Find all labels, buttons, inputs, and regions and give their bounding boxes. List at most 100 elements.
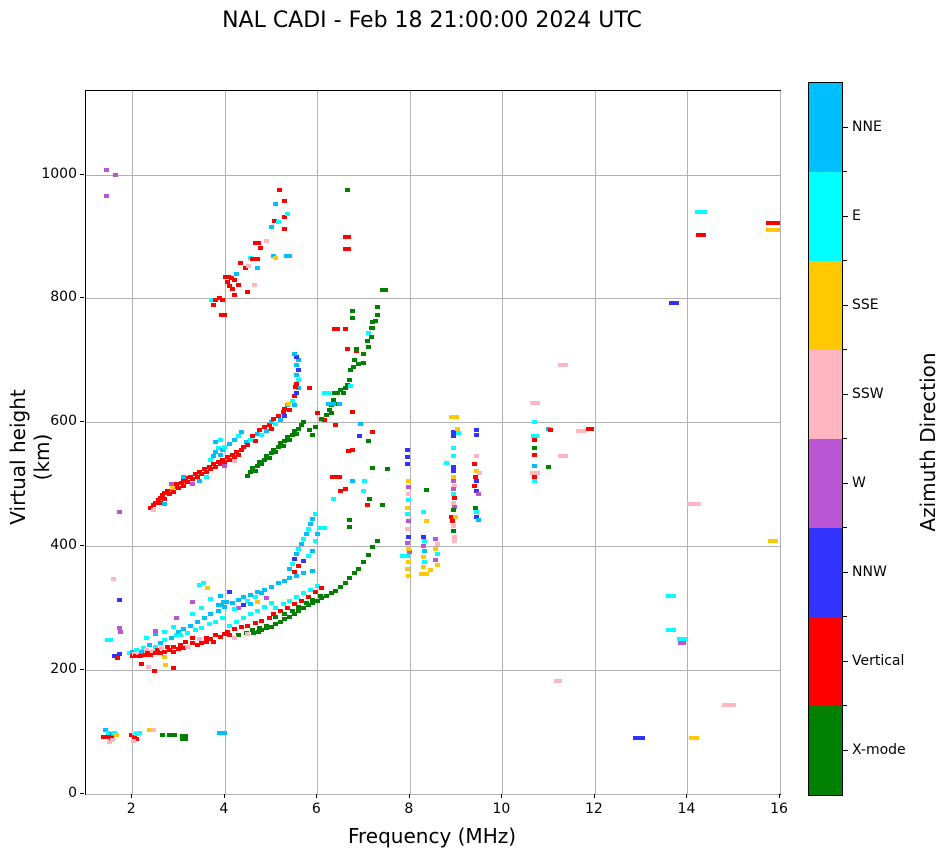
x-tick <box>686 794 688 798</box>
data-point <box>451 433 457 438</box>
x-gridline <box>317 91 319 794</box>
data-point <box>451 508 457 513</box>
data-point <box>474 479 480 484</box>
data-point <box>349 308 355 313</box>
data-point <box>342 246 351 251</box>
data-point <box>324 412 330 417</box>
y-tick-label: 1000 <box>41 165 77 182</box>
data-point <box>548 427 554 432</box>
y-tick-label: 400 <box>50 537 77 554</box>
data-point <box>451 479 457 484</box>
data-point <box>350 410 356 415</box>
data-point <box>188 623 194 628</box>
data-point <box>192 628 198 633</box>
data-point <box>305 526 311 531</box>
colorbar-tick-label: NNE <box>852 118 882 135</box>
data-point <box>185 644 191 649</box>
data-point <box>213 464 219 469</box>
data-point <box>314 411 320 416</box>
data-point <box>405 541 411 546</box>
data-point <box>220 599 229 604</box>
data-point <box>185 479 191 484</box>
data-point <box>114 732 120 737</box>
data-point <box>405 505 411 510</box>
data-point <box>333 588 339 593</box>
data-point <box>361 352 367 357</box>
x-gridline <box>780 91 781 794</box>
data-point <box>231 458 237 463</box>
data-point <box>114 656 120 661</box>
x-tick <box>316 794 318 798</box>
data-point <box>201 616 207 621</box>
data-point <box>451 446 457 451</box>
data-point <box>226 284 232 289</box>
data-point <box>451 429 457 434</box>
data-point <box>254 431 260 436</box>
data-point <box>222 460 228 464</box>
data-point <box>171 649 177 654</box>
data-point <box>159 646 165 651</box>
data-point <box>337 401 343 406</box>
data-point <box>405 485 411 490</box>
data-point <box>110 738 116 743</box>
data-point <box>139 661 145 666</box>
colorbar-tick-label: E <box>852 207 861 224</box>
data-point <box>112 172 118 177</box>
data-point <box>296 546 302 551</box>
y-tick <box>80 669 84 671</box>
data-point <box>174 482 180 487</box>
data-point <box>299 541 305 546</box>
data-point <box>188 474 194 479</box>
data-point <box>245 632 251 637</box>
data-point <box>344 188 350 193</box>
x-tick <box>408 794 410 798</box>
data-point <box>369 326 375 331</box>
data-point <box>268 601 274 606</box>
data-point <box>208 596 214 601</box>
data-point <box>474 454 480 459</box>
data-point <box>722 703 737 708</box>
data-point <box>162 497 168 502</box>
data-point <box>405 462 411 467</box>
data-point <box>405 479 411 484</box>
data-point <box>422 549 428 554</box>
data-point <box>263 626 269 630</box>
colorbar-boundary-tick <box>843 438 847 439</box>
data-point <box>104 193 110 198</box>
data-point <box>255 629 261 634</box>
data-point <box>162 502 168 507</box>
data-point <box>162 638 168 643</box>
data-point <box>294 390 300 395</box>
data-point <box>305 595 311 600</box>
data-point <box>208 457 214 462</box>
data-point <box>199 640 205 645</box>
data-point <box>346 448 352 453</box>
y-tick <box>80 421 84 423</box>
colorbar-boundary-tick <box>843 705 847 706</box>
colorbar-tick <box>843 393 848 395</box>
data-point <box>348 384 354 389</box>
data-point <box>689 736 700 741</box>
data-point <box>105 637 114 642</box>
data-point <box>405 497 411 502</box>
data-point <box>340 390 346 395</box>
colorbar-tick <box>843 215 848 217</box>
data-point <box>259 462 265 467</box>
y-tick-label: 800 <box>50 289 77 306</box>
data-point <box>576 429 587 434</box>
data-point <box>140 645 146 650</box>
data-point <box>291 352 297 357</box>
data-point <box>326 407 332 412</box>
data-point <box>250 256 256 261</box>
data-point <box>282 227 288 232</box>
data-point <box>768 539 779 544</box>
data-point <box>246 264 252 269</box>
colorbar-tick <box>843 304 848 306</box>
data-point <box>370 466 376 471</box>
colorbar-tick-label: SSE <box>852 296 879 313</box>
data-point <box>428 567 434 572</box>
data-point <box>361 360 367 365</box>
data-point <box>234 619 240 624</box>
data-point <box>368 334 374 339</box>
data-point <box>151 727 157 732</box>
